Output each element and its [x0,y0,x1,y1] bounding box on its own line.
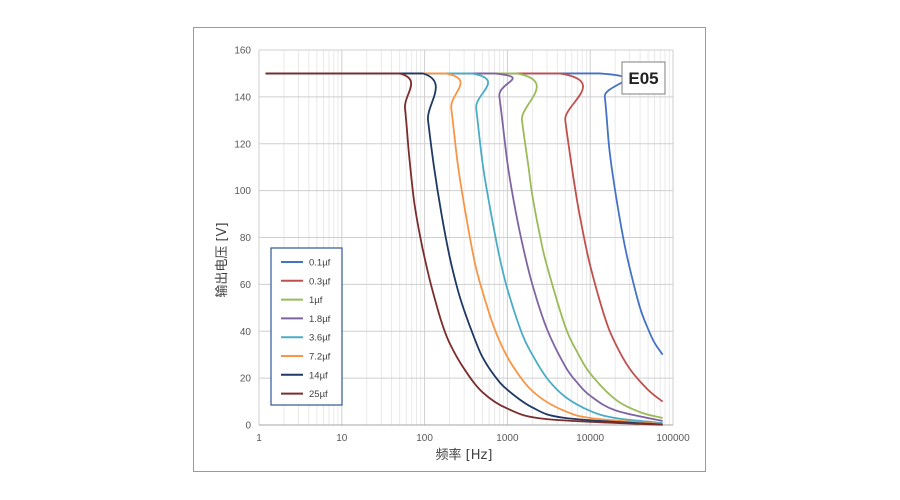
badge-box [621,61,666,95]
series-line [265,72,663,422]
line-chart: 1 10 100 1000 10000 100000 0 20 40 60 80 100 120 140 1… [214,46,690,464]
legend-label: 0.1µf [309,258,331,269]
y-tick-label: 60 [240,280,252,291]
legend-label: 1µf [309,295,323,306]
x-tick-label: 100 [416,433,433,444]
series-line [265,72,663,425]
x-tick-label: 1 [256,433,262,444]
y-tick-label: 120 [234,139,251,150]
series-line [265,72,664,356]
badge-label: E05 [628,69,658,88]
series-line [265,72,663,425]
badge: E05 [621,61,666,95]
x-tick-label: 10000 [576,433,604,444]
legend-label: 25µf [309,389,328,400]
series-layer [265,72,664,426]
y-tick-label: 100 [234,186,251,197]
legend-box [270,247,343,406]
legend-label: 3.6µf [309,333,331,344]
y-tick-label: 140 [234,92,251,103]
y-tick-label: 40 [240,327,252,338]
series-line [265,72,663,426]
legend-label: 14µf [309,370,328,381]
x-tick-label: 1000 [496,433,519,444]
y-tick-label: 80 [240,233,252,244]
legend-label: 0.3µf [309,276,331,287]
legend-label: 7.2µf [309,352,331,363]
series-line [265,72,664,403]
legend-label: 1.8µf [309,314,331,325]
axes: 1 10 100 1000 10000 100000 0 20 40 60 80 100 120 140 1… [234,46,690,445]
series-line [265,72,663,419]
y-tick-label: 0 [245,421,251,432]
y-tick-label: 20 [240,374,252,385]
x-tick-label: 100000 [656,433,690,444]
legend: 0.1µf 0.3µf 1µf 1.8µf 3.6µf 7.2µf 14µf 25µf [270,247,343,406]
x-axis-title: 频率 [Hz] [436,447,493,463]
y-axis-title: 输出电压 [V] [214,222,230,297]
y-tick-label: 160 [234,46,251,57]
x-tick-label: 10 [336,433,348,444]
series-line [265,72,663,426]
chart-frame: 1 10 100 1000 10000 100000 0 20 40 60 80 100 120 140 1… [193,27,706,472]
